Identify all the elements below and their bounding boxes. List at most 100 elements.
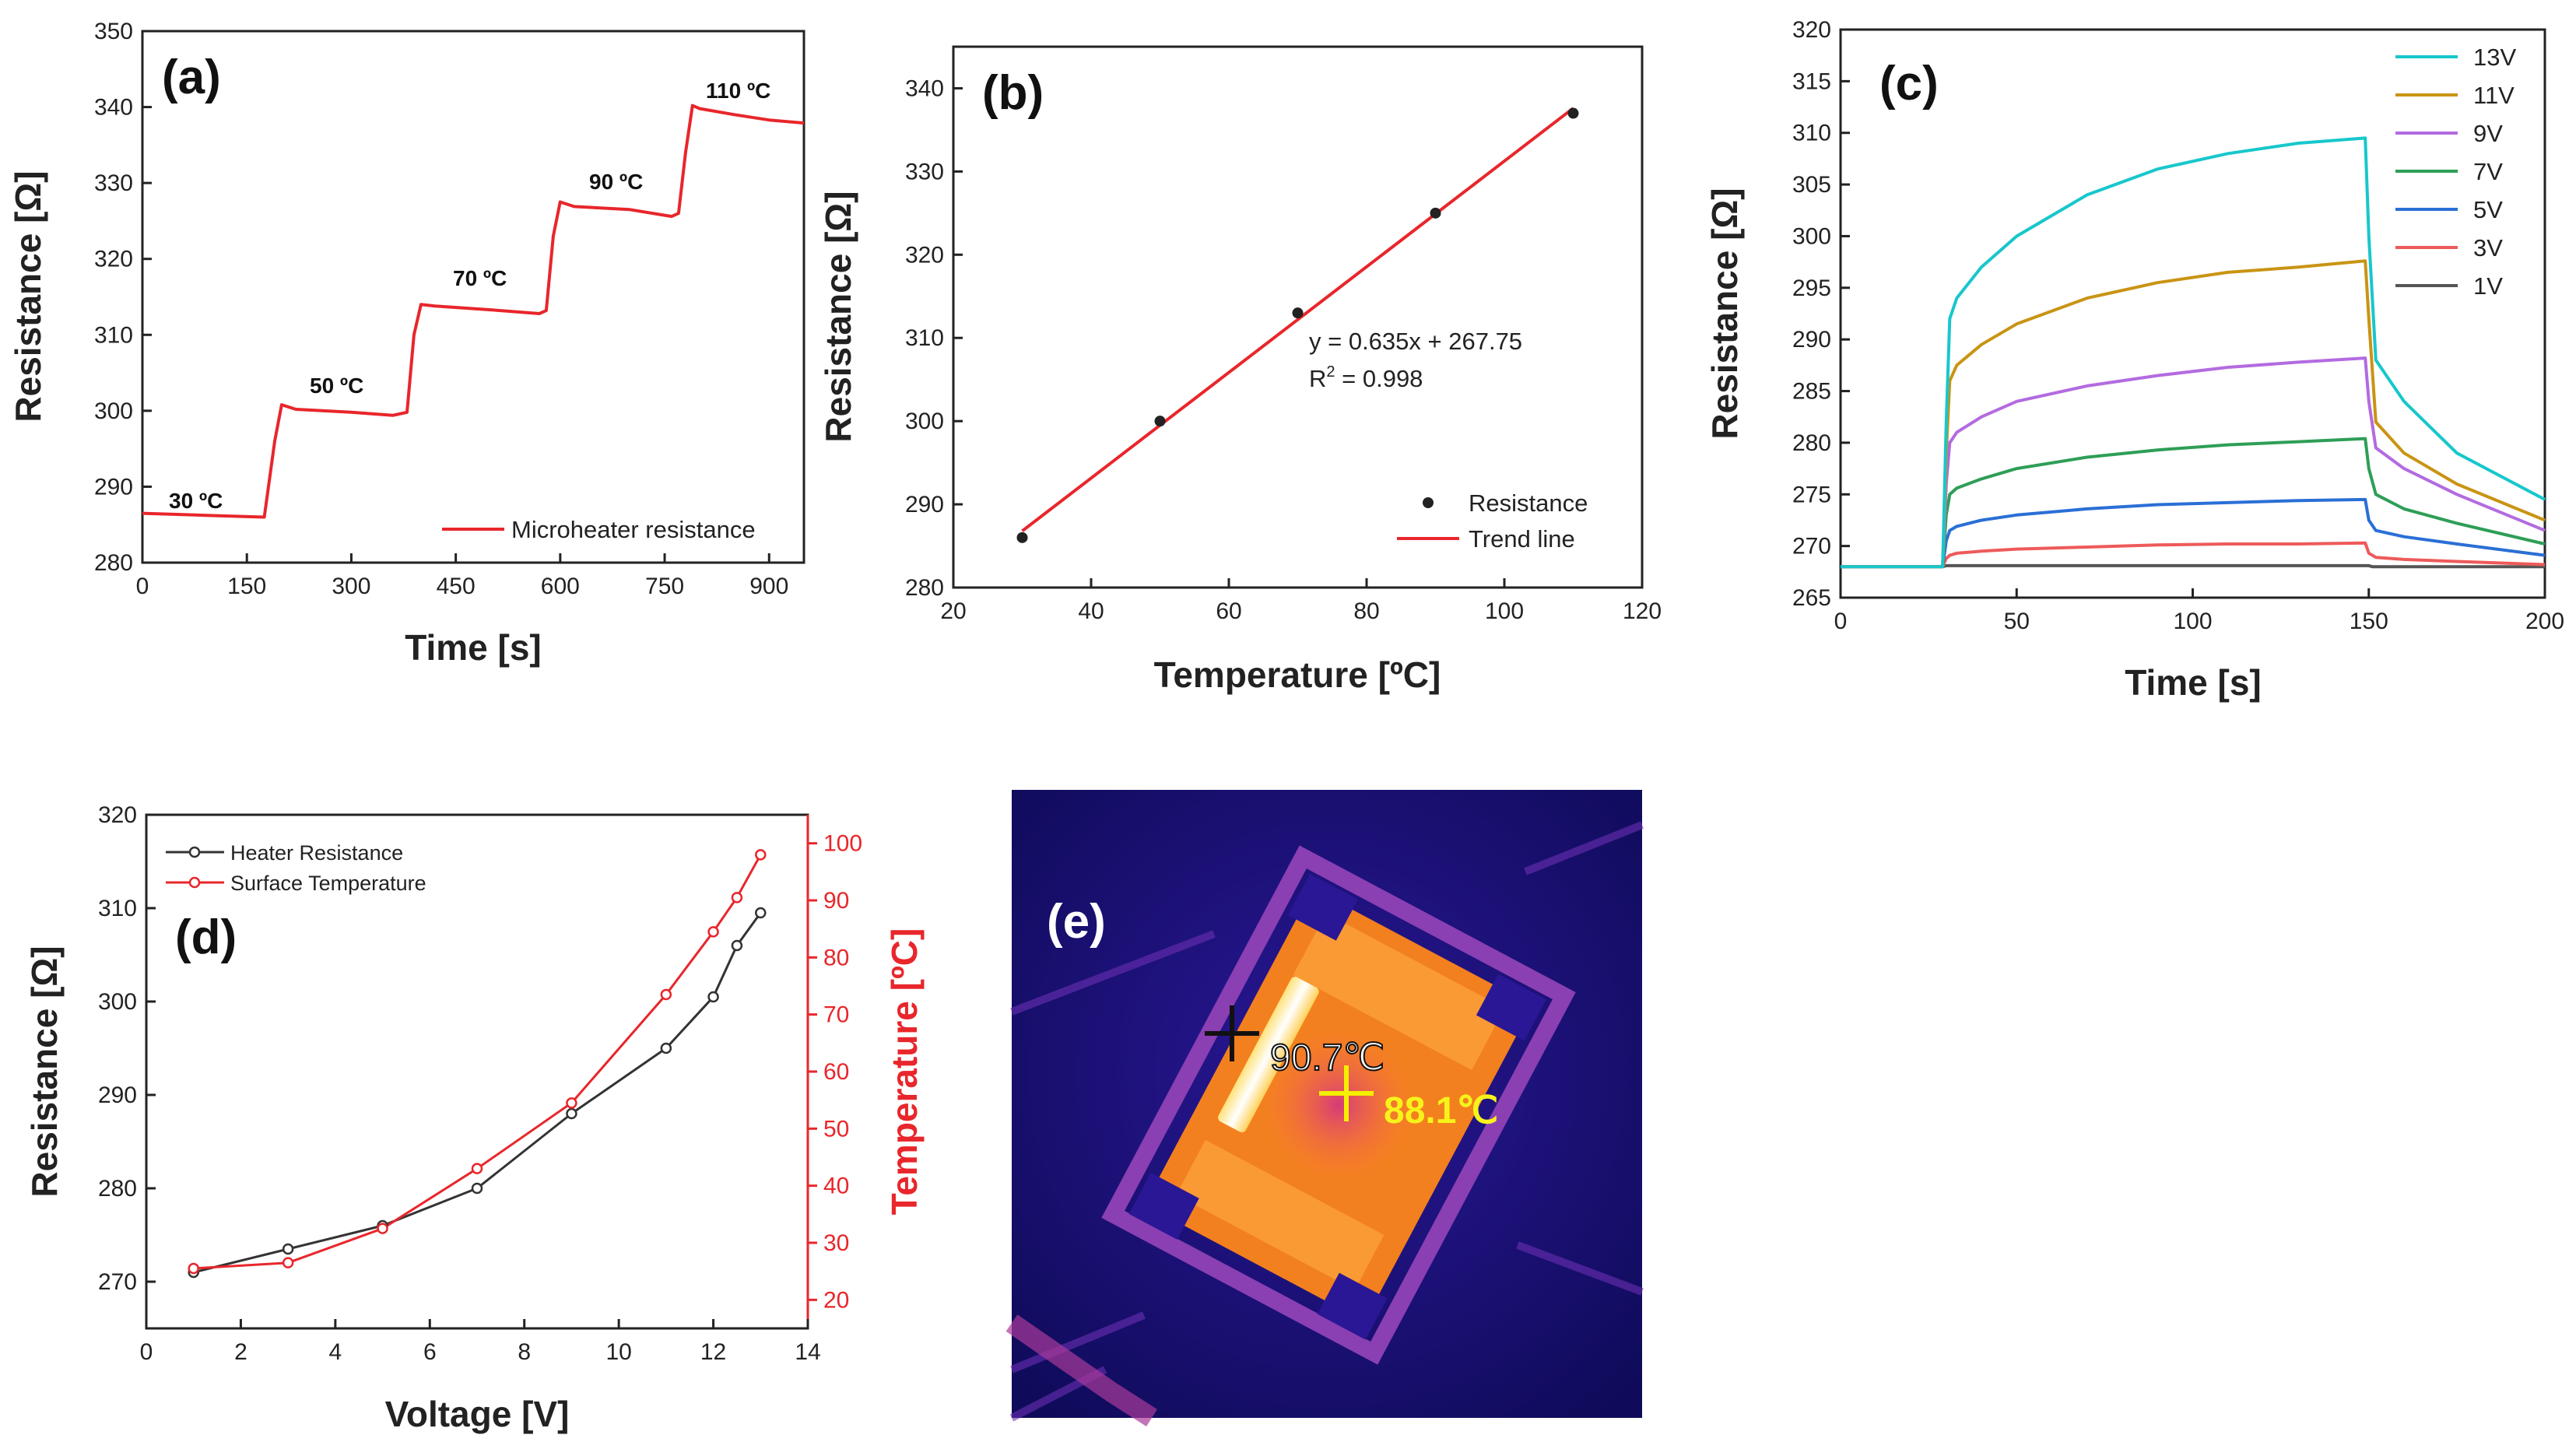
y-tick-label: 320 [905, 242, 944, 268]
y2-axis-title-d: Temperature [ºC] [884, 928, 925, 1216]
y-tick-label: 265 [1792, 585, 1831, 611]
plot-frame-b [952, 45, 1644, 589]
x-tick-label: 20 [940, 598, 966, 624]
x-tick-label: 150 [227, 574, 266, 599]
series-a [142, 104, 805, 519]
data-point-surface-temperature [660, 988, 672, 1001]
y-tick-label: 315 [1792, 68, 1831, 94]
y-tick-label: 295 [1792, 275, 1831, 301]
y-tick-label: 310 [1792, 121, 1831, 146]
series-line-5V [1841, 497, 2546, 569]
annotation-30c: 30 ºC [169, 489, 223, 513]
x-axis-title-a: Time [s] [405, 627, 542, 668]
panel-e-thermal-image: 90.7℃ 88.1℃ (e) [1005, 790, 1644, 1426]
x-tick-label: 10 [605, 1339, 631, 1365]
y-tick-label: 350 [94, 19, 133, 44]
chip-hole-tl [1287, 873, 1358, 941]
y-tick-label: 290 [1792, 327, 1831, 353]
legend-label-1V: 1V [2473, 272, 2503, 300]
y-tick-label: 320 [94, 247, 133, 272]
fit-equation: y = 0.635x + 267.75 [1309, 328, 1522, 355]
y-tick-label: 330 [94, 170, 133, 196]
x-tick-label: 40 [1078, 598, 1104, 624]
y-axis-title-c: Resistance [Ω] [1704, 188, 1745, 439]
data-point-heater-resistance [566, 1107, 577, 1120]
panel-label-d: (d) [175, 910, 237, 964]
y2-tick-label: 70 [823, 1002, 849, 1028]
microheater-hotspot [1218, 977, 1319, 1133]
chip-hole-br [1317, 1272, 1388, 1340]
data-point-surface-temperature [755, 849, 767, 861]
y2-tick-label: 60 [823, 1059, 849, 1085]
y-ticks-c: 265 270 275 280 285 290 295 300 305 310 315 320 [1792, 17, 1850, 611]
panel-label-b: (b) [982, 66, 1044, 120]
y2-tick-label: 30 [823, 1230, 849, 1256]
y-tick-label: 310 [94, 322, 133, 348]
panel-c: 0 50 100 150 200 265 270 275 280 285 290 295 300 305… [1704, 17, 2564, 703]
legend-label-heater: Heater Resistance [230, 841, 403, 865]
x-tick-label: 900 [749, 574, 788, 599]
y2-tick-label: 50 [823, 1116, 849, 1142]
crosshair-yellow-icon [1319, 1065, 1374, 1121]
x-tick-label: 120 [1623, 598, 1662, 624]
series-line-heater-resistance [193, 912, 762, 1274]
legend-label-5V: 5V [2473, 196, 2503, 223]
y-tick-label: 290 [905, 492, 944, 518]
chip-hole-tr [1476, 974, 1546, 1041]
panel-label-e: (e) [1047, 895, 1106, 949]
y-tick-label: 270 [98, 1269, 137, 1295]
y-tick-label: 330 [905, 159, 944, 184]
chip-pad-upper [1293, 913, 1505, 1071]
legend-label-surface: Surface Temperature [230, 872, 426, 895]
data-point-resistance [1016, 532, 1028, 543]
series-c [1841, 136, 2546, 569]
x-axis-title-d: Voltage [V] [385, 1394, 570, 1434]
y-ticks-d: 270 280 290 300 310 320 [98, 802, 156, 1295]
y2-tick-label: 80 [823, 945, 849, 970]
y-axis-title-a: Resistance [Ω] [8, 170, 48, 422]
data-point-resistance [1430, 207, 1441, 219]
y-tick-label: 290 [94, 474, 133, 500]
y-tick-label: 310 [98, 896, 137, 921]
series-line-surface-temperature [193, 854, 762, 1270]
legend-label-3V: 3V [2473, 234, 2503, 261]
data-point-surface-temperature [707, 926, 719, 938]
legend-label-13V: 13V [2473, 44, 2516, 71]
x-tick-label: 8 [518, 1339, 531, 1365]
x-tick-label: 100 [1485, 598, 1524, 624]
x-ticks-a: 0 150 300 450 600 750 900 [136, 553, 788, 599]
x-tick-label: 450 [437, 574, 476, 599]
data-point-heater-resistance [282, 1243, 294, 1255]
legend-label-9V: 9V [2473, 120, 2503, 147]
x-tick-label: 80 [1353, 598, 1379, 624]
x-tick-label: 50 [2004, 609, 2030, 634]
data-point-resistance [1292, 307, 1304, 319]
legend-marker-surface [188, 876, 201, 889]
legend-c: 13V 11V 9V 7V 5V 3V 1V [2395, 44, 2516, 300]
x-tick-label: 60 [1216, 598, 1241, 624]
data-point-resistance [1154, 416, 1166, 427]
data-point-surface-temperature [566, 1097, 577, 1109]
x-tick-label: 14 [795, 1339, 820, 1365]
y-tick-label: 280 [98, 1176, 137, 1202]
data-point-surface-temperature [377, 1223, 388, 1234]
series-line-microheater [142, 104, 805, 519]
legend-label-11V: 11V [2473, 82, 2515, 109]
chip-hole-bl [1128, 1173, 1199, 1240]
series-line-3V [1841, 541, 2546, 569]
series-line-13V [1841, 136, 2546, 569]
wire-traces [1009, 821, 1644, 1422]
y2-tick-label: 40 [823, 1174, 849, 1199]
y-tick-label: 340 [94, 95, 133, 121]
x-tick-label: 100 [2173, 609, 2212, 634]
legend-label-resistance: Resistance [1469, 489, 1588, 517]
y-ticks-b: 280 290 300 310 320 330 340 [905, 75, 963, 601]
y-tick-label: 280 [1792, 430, 1831, 456]
x-tick-label: 300 [332, 574, 370, 599]
x-ticks-b: 20 40 60 80 100 120 [940, 578, 1662, 624]
data-point-surface-temperature [731, 892, 743, 903]
x-tick-label: 600 [541, 574, 580, 599]
trend-line [1021, 107, 1574, 532]
x-ticks-d: 0 2 4 6 8 10 12 14 [140, 1319, 821, 1365]
